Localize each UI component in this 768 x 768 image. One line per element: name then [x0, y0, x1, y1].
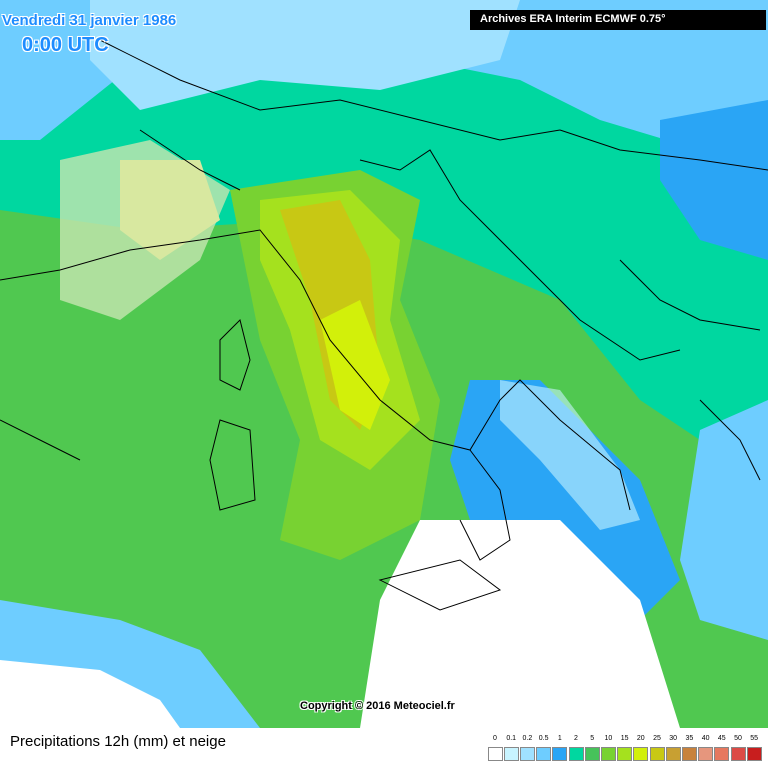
legend-label: 25 — [653, 735, 661, 742]
legend-swatch — [730, 747, 746, 761]
legend-label: 55 — [750, 735, 759, 742]
legend-label: 45 — [717, 735, 726, 742]
legend-swatch — [617, 747, 633, 761]
legend-swatch — [649, 747, 665, 761]
legend-label: 30 — [669, 735, 678, 742]
legend-swatch — [568, 747, 584, 761]
legend-label: 20 — [636, 735, 645, 742]
legend-label: 2 — [574, 735, 578, 742]
legend-label: 35 — [685, 735, 694, 742]
legend-swatch — [536, 747, 552, 761]
legend-swatch — [552, 747, 568, 761]
legend-swatch — [519, 747, 535, 761]
source-label: Archives ERA Interim ECMWF 0.75° — [470, 10, 766, 30]
legend-label: 0 — [493, 735, 497, 742]
legend-label: 5 — [590, 735, 595, 742]
date: Vendredi 31 janvier 1986 — [2, 12, 177, 29]
legend-swatch — [714, 747, 730, 761]
legend-label: 0.2 — [522, 735, 533, 742]
legend-swatch — [746, 747, 762, 761]
legend-swatch — [665, 747, 681, 761]
legend-swatch — [487, 747, 503, 761]
footer-title: Precipitations 12h (mm) et neige — [10, 733, 226, 750]
time: 0:00 UTC — [22, 34, 109, 56]
legend-label: 0.5 — [538, 735, 549, 742]
legend-swatch — [698, 747, 714, 761]
legend-label: 40 — [701, 735, 710, 742]
legend-label: 0.1 — [506, 735, 517, 742]
map — [0, 0, 768, 728]
copyright: Copyright © 2016 Meteociel.fr — [300, 700, 455, 712]
legend-label: 10 — [604, 735, 613, 742]
legend-label: 50 — [734, 735, 742, 742]
legend-label: 15 — [620, 735, 629, 742]
legend-swatch — [503, 747, 519, 761]
legend-label: 1 — [557, 735, 562, 742]
footer: Precipitations 12h (mm) et neige 0 0.1 0.2… — [0, 728, 768, 768]
legend-swatch — [600, 747, 616, 761]
legend-swatch — [633, 747, 649, 761]
legend-swatch — [584, 747, 600, 761]
legend-swatch — [681, 747, 697, 761]
